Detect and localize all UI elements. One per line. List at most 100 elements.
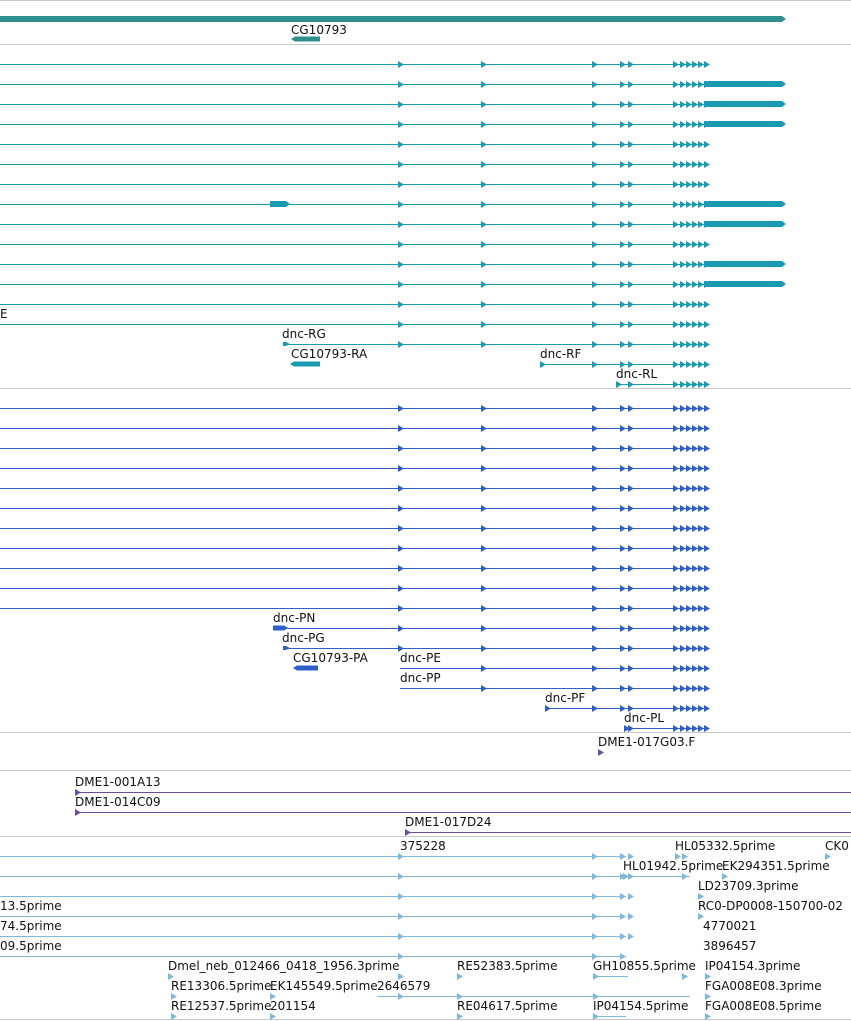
exon-marker: [481, 301, 487, 308]
exon-marker: [698, 81, 704, 88]
est-label[interactable]: CK0: [825, 839, 849, 853]
exon-marker: [481, 181, 487, 188]
est-label[interactable]: 4770021: [703, 919, 757, 933]
protein-label[interactable]: dnc-PE: [400, 651, 441, 665]
exon-marker: [673, 141, 679, 148]
est-label[interactable]: EK145549.5prime: [270, 979, 378, 993]
exon-marker: [686, 321, 692, 328]
exon-marker: [398, 181, 404, 188]
exon-marker: [628, 361, 634, 368]
exon-marker: [673, 261, 679, 268]
exon-marker: [692, 341, 698, 348]
est-label[interactable]: 09.5prime: [0, 939, 62, 953]
exon-marker: [698, 121, 704, 128]
est-label[interactable]: FGA008E08.5prime: [705, 999, 822, 1013]
est-label[interactable]: 13.5prime: [0, 899, 62, 913]
exon-marker: [481, 545, 487, 552]
protein-label[interactable]: dnc-PP: [400, 671, 441, 685]
clone-label[interactable]: DME1-014C09: [75, 795, 161, 809]
est-label[interactable]: EK294351.5prime: [722, 859, 830, 873]
exon-marker: [680, 361, 686, 368]
exon-marker: [592, 913, 598, 920]
est-label[interactable]: Dmel_neb_012466_0418_1956.3prime: [168, 959, 400, 973]
transcript-label[interactable]: dnc-RG: [282, 327, 326, 341]
est-label[interactable]: 201154: [270, 999, 316, 1013]
exon-marker: [481, 685, 487, 692]
exon-marker: [592, 933, 598, 940]
clone-label[interactable]: DME1-017G03.F: [598, 735, 696, 749]
exon-marker: [692, 361, 698, 368]
exon-marker: [692, 281, 698, 288]
protein-label[interactable]: dnc-PF: [545, 691, 586, 705]
est-label[interactable]: GH10855.5prime: [593, 959, 696, 973]
gene-label[interactable]: CG10793: [291, 23, 347, 37]
est-label[interactable]: RE13306.5prime: [171, 979, 272, 993]
exon-marker: [620, 81, 626, 88]
exon-marker: [398, 913, 404, 920]
exon-marker: [481, 485, 487, 492]
est-label[interactable]: IP04154.3prime: [705, 959, 801, 973]
exon-marker: [592, 341, 598, 348]
est-label[interactable]: HL01942.5prime: [623, 859, 724, 873]
est-label[interactable]: RC0-DP0008-150700-02: [698, 899, 843, 913]
exon-marker: [686, 405, 692, 412]
exon-marker: [673, 201, 679, 208]
est-label[interactable]: RE04617.5prime: [457, 999, 558, 1013]
est-label[interactable]: FGA008E08.3prime: [705, 979, 822, 993]
exon-marker: [698, 141, 704, 148]
exon-marker: [616, 381, 622, 388]
est-label[interactable]: 2646579: [377, 979, 431, 993]
transcript-label[interactable]: CG10793-RA: [291, 347, 368, 361]
protein-label[interactable]: CG10793-PA: [293, 651, 368, 665]
est-label[interactable]: IP04154.5prime: [593, 999, 689, 1013]
exon-marker: [673, 425, 679, 432]
exon-marker: [620, 161, 626, 168]
est-label[interactable]: RE12537.5prime: [171, 999, 272, 1013]
est-label[interactable]: 3896457: [703, 939, 757, 953]
exon-marker: [680, 725, 686, 732]
est-label[interactable]: LD23709.3prime: [698, 879, 799, 893]
exon-marker: [481, 121, 487, 128]
exon-marker: [680, 665, 686, 672]
exon-marker: [680, 141, 686, 148]
exon-marker: [628, 321, 634, 328]
exon-marker: [620, 221, 626, 228]
exon-marker: [692, 565, 698, 572]
exon-marker: [698, 485, 704, 492]
exon-marker: [692, 465, 698, 472]
exon-marker: [481, 605, 487, 612]
exon-marker: [592, 141, 598, 148]
transcript-start: [283, 342, 290, 346]
clone-label[interactable]: DME1-017D24: [405, 815, 492, 829]
exon-marker: [686, 585, 692, 592]
est-label[interactable]: RE52383.5prime: [457, 959, 558, 973]
exon-marker: [592, 645, 598, 652]
exon-marker: [692, 141, 698, 148]
transcript-utr-block: [704, 81, 786, 87]
transcript-label[interactable]: dnc-RF: [540, 347, 582, 361]
est-label[interactable]: 74.5prime: [0, 919, 62, 933]
clone-label[interactable]: DME1-001A13: [75, 775, 161, 789]
protein-label[interactable]: dnc-PN: [273, 611, 316, 625]
exon-marker: [680, 545, 686, 552]
exon-marker: [628, 465, 634, 472]
exon-marker: [620, 685, 626, 692]
transcript-label-cut[interactable]: E: [0, 307, 8, 321]
transcript-label[interactable]: dnc-RL: [616, 367, 658, 381]
est-label[interactable]: 375228: [400, 839, 446, 853]
exon-marker: [673, 221, 679, 228]
exon-marker: [704, 321, 710, 328]
transcript-utr-block: [704, 201, 786, 207]
exon-marker: [592, 321, 598, 328]
exon-marker: [686, 645, 692, 652]
exon-marker: [398, 261, 404, 268]
exon-marker: [398, 605, 404, 612]
exon-marker: [704, 545, 710, 552]
track-separator: [0, 388, 851, 389]
protein-label[interactable]: dnc-PL: [624, 711, 665, 725]
exon-marker: [698, 381, 704, 388]
protein-label[interactable]: dnc-PG: [282, 631, 325, 645]
est-label[interactable]: HL05332.5prime: [675, 839, 776, 853]
exon-marker: [686, 261, 692, 268]
exon-marker: [692, 61, 698, 68]
